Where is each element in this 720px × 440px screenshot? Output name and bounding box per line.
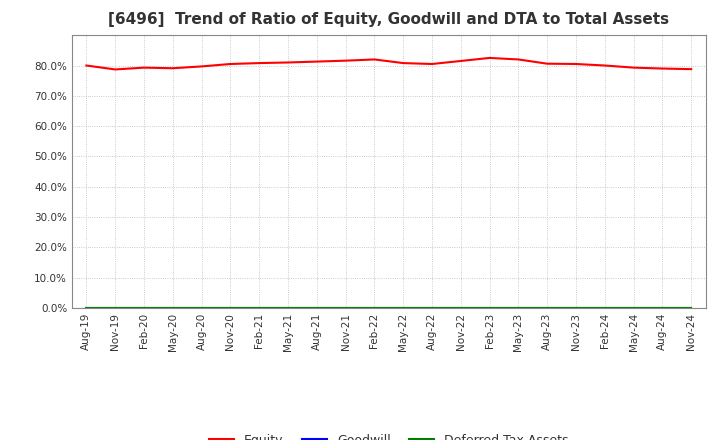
Equity bbox=[284, 60, 292, 65]
Deferred Tax Assets bbox=[312, 305, 321, 311]
Equity bbox=[485, 55, 494, 61]
Equity bbox=[341, 58, 350, 63]
Goodwill bbox=[399, 305, 408, 311]
Equity bbox=[514, 57, 523, 62]
Equity bbox=[197, 64, 206, 69]
Goodwill bbox=[600, 305, 609, 311]
Deferred Tax Assets bbox=[82, 305, 91, 311]
Goodwill bbox=[485, 305, 494, 311]
Goodwill bbox=[658, 305, 667, 311]
Title: [6496]  Trend of Ratio of Equity, Goodwill and DTA to Total Assets: [6496] Trend of Ratio of Equity, Goodwil… bbox=[108, 12, 670, 27]
Deferred Tax Assets bbox=[428, 305, 436, 311]
Deferred Tax Assets bbox=[572, 305, 580, 311]
Goodwill bbox=[197, 305, 206, 311]
Equity bbox=[687, 66, 696, 72]
Goodwill bbox=[82, 305, 91, 311]
Deferred Tax Assets bbox=[456, 305, 465, 311]
Deferred Tax Assets bbox=[687, 305, 696, 311]
Deferred Tax Assets bbox=[600, 305, 609, 311]
Deferred Tax Assets bbox=[255, 305, 264, 311]
Deferred Tax Assets bbox=[111, 305, 120, 311]
Deferred Tax Assets bbox=[485, 305, 494, 311]
Goodwill bbox=[168, 305, 177, 311]
Equity bbox=[543, 61, 552, 66]
Equity bbox=[312, 59, 321, 64]
Equity bbox=[399, 60, 408, 66]
Equity bbox=[226, 61, 235, 66]
Equity bbox=[168, 66, 177, 71]
Equity bbox=[255, 60, 264, 66]
Deferred Tax Assets bbox=[514, 305, 523, 311]
Deferred Tax Assets bbox=[399, 305, 408, 311]
Legend: Equity, Goodwill, Deferred Tax Assets: Equity, Goodwill, Deferred Tax Assets bbox=[204, 429, 574, 440]
Deferred Tax Assets bbox=[226, 305, 235, 311]
Goodwill bbox=[629, 305, 638, 311]
Goodwill bbox=[543, 305, 552, 311]
Equity bbox=[82, 63, 91, 68]
Goodwill bbox=[226, 305, 235, 311]
Goodwill bbox=[341, 305, 350, 311]
Equity bbox=[629, 65, 638, 70]
Goodwill bbox=[514, 305, 523, 311]
Deferred Tax Assets bbox=[370, 305, 379, 311]
Goodwill bbox=[255, 305, 264, 311]
Deferred Tax Assets bbox=[341, 305, 350, 311]
Goodwill bbox=[572, 305, 580, 311]
Equity bbox=[111, 67, 120, 72]
Equity bbox=[572, 61, 580, 66]
Goodwill bbox=[140, 305, 148, 311]
Equity bbox=[140, 65, 148, 70]
Deferred Tax Assets bbox=[197, 305, 206, 311]
Deferred Tax Assets bbox=[629, 305, 638, 311]
Equity bbox=[658, 66, 667, 71]
Goodwill bbox=[284, 305, 292, 311]
Equity bbox=[600, 63, 609, 68]
Goodwill bbox=[370, 305, 379, 311]
Equity bbox=[370, 57, 379, 62]
Deferred Tax Assets bbox=[543, 305, 552, 311]
Goodwill bbox=[312, 305, 321, 311]
Deferred Tax Assets bbox=[140, 305, 148, 311]
Equity bbox=[456, 59, 465, 64]
Goodwill bbox=[111, 305, 120, 311]
Deferred Tax Assets bbox=[658, 305, 667, 311]
Goodwill bbox=[687, 305, 696, 311]
Goodwill bbox=[428, 305, 436, 311]
Deferred Tax Assets bbox=[284, 305, 292, 311]
Goodwill bbox=[456, 305, 465, 311]
Deferred Tax Assets bbox=[168, 305, 177, 311]
Equity bbox=[428, 61, 436, 66]
Line: Equity: Equity bbox=[86, 58, 691, 70]
